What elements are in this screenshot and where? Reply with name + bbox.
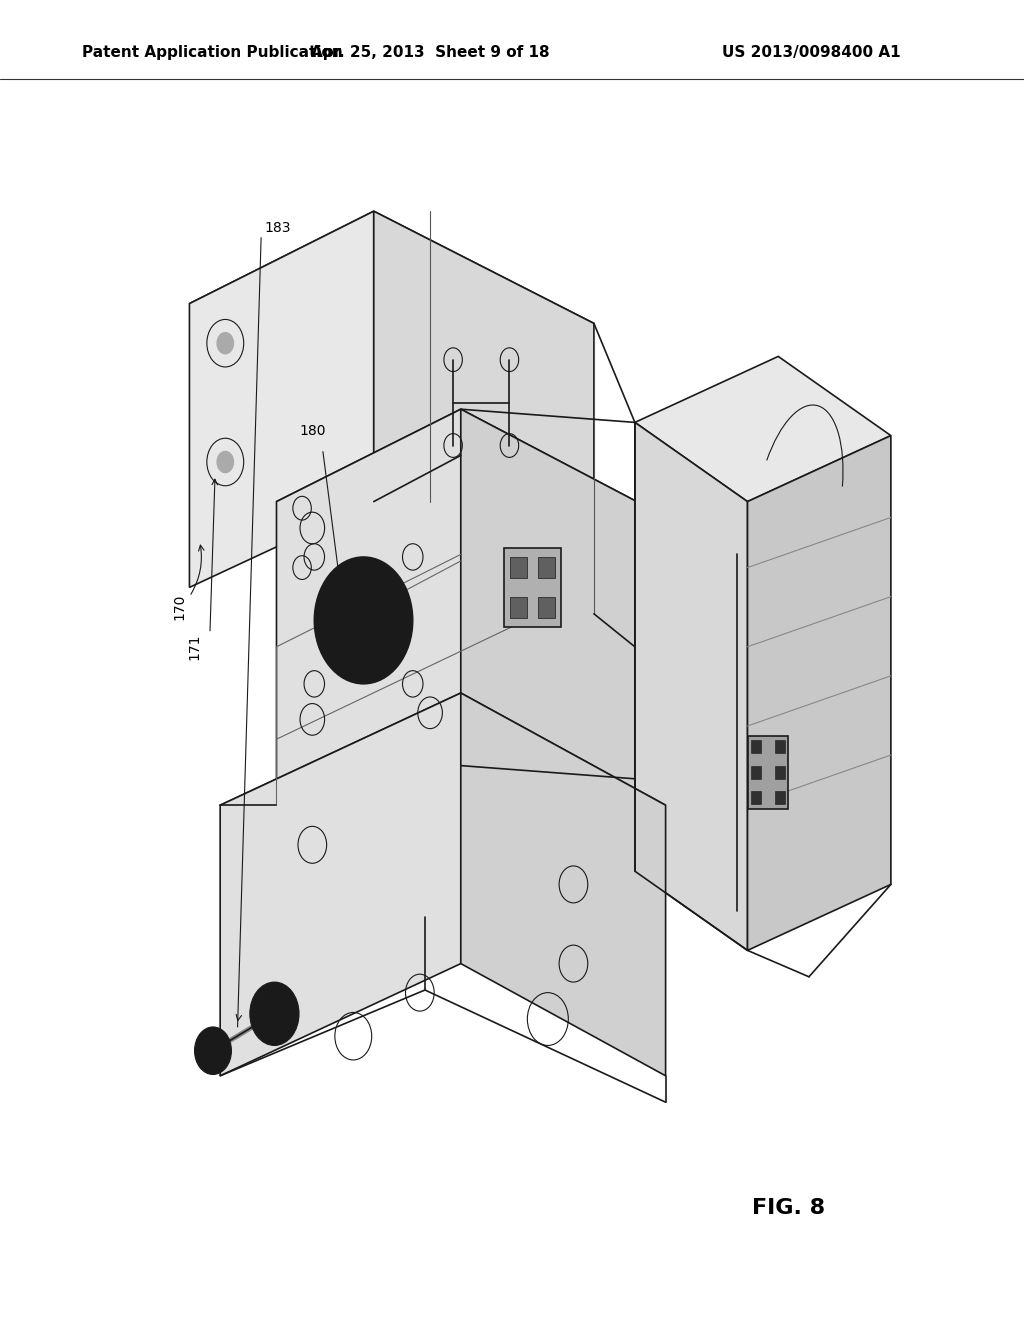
Polygon shape [220, 693, 461, 1076]
Polygon shape [635, 422, 748, 950]
Polygon shape [748, 436, 891, 950]
Polygon shape [461, 409, 737, 911]
Polygon shape [220, 693, 666, 917]
Text: Apr. 25, 2013  Sheet 9 of 18: Apr. 25, 2013 Sheet 9 of 18 [310, 45, 550, 61]
Bar [775, 741, 785, 754]
Polygon shape [189, 211, 374, 587]
Bar [751, 741, 761, 754]
Circle shape [351, 605, 376, 636]
Bar [510, 557, 526, 578]
Text: 170: 170 [172, 594, 186, 620]
Bar [510, 597, 526, 618]
Polygon shape [461, 693, 666, 1076]
Polygon shape [635, 356, 891, 502]
Polygon shape [374, 211, 594, 614]
FancyBboxPatch shape [504, 548, 561, 627]
Text: 180: 180 [299, 424, 326, 438]
Circle shape [314, 557, 413, 684]
Text: FIG. 8: FIG. 8 [752, 1197, 825, 1218]
FancyBboxPatch shape [748, 737, 788, 808]
Bar [775, 766, 785, 779]
Circle shape [217, 333, 233, 354]
Bar [775, 791, 785, 804]
Circle shape [250, 982, 299, 1045]
Text: 171: 171 [187, 634, 202, 660]
Bar [751, 766, 761, 779]
Text: US 2013/0098400 A1: US 2013/0098400 A1 [723, 45, 901, 61]
Bar [539, 557, 555, 578]
Circle shape [217, 451, 233, 473]
Polygon shape [189, 211, 594, 416]
Circle shape [195, 1027, 231, 1074]
Bar [751, 791, 761, 804]
Polygon shape [276, 409, 461, 858]
Circle shape [331, 578, 396, 663]
Text: Patent Application Publication: Patent Application Publication [82, 45, 343, 61]
Bar [539, 597, 555, 618]
Text: 183: 183 [264, 220, 291, 235]
Circle shape [203, 1038, 223, 1064]
Polygon shape [276, 409, 737, 647]
